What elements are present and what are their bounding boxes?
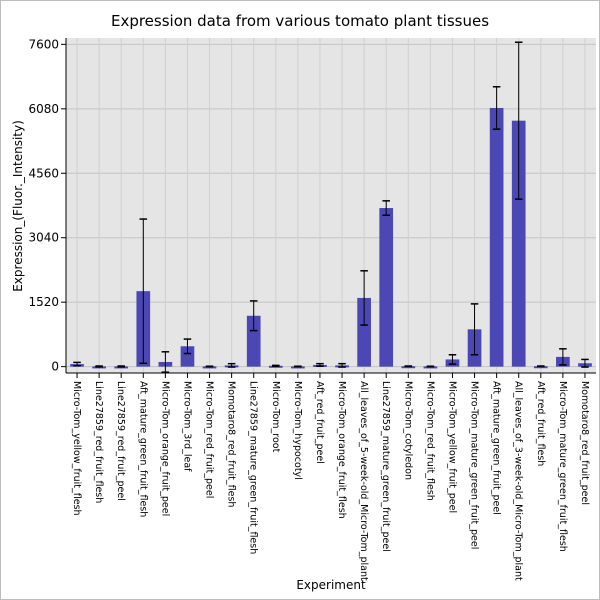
- x-tick-label: Micro-Tom_yellow_fruit_peel: [446, 381, 457, 513]
- bar: [291, 366, 305, 369]
- x-tick-label: Micro-Tom_orange_fruit_peel: [159, 381, 170, 516]
- y-tick-label: 3040: [28, 231, 59, 245]
- y-tick-label: 6080: [28, 102, 59, 116]
- chart-title: Expression data from various tomato plan…: [111, 12, 489, 30]
- x-tick-label: Micro-Tom_orange_fruit_flesh: [336, 381, 347, 519]
- x-tick-label: Micro-Tom_red_fruit_flesh: [424, 381, 435, 501]
- x-tick-label: Micro-Tom_root: [270, 381, 281, 453]
- error-bars: [73, 41, 589, 373]
- x-tick-label: Aft_mature_green_fruit_peel: [491, 381, 502, 515]
- bar: [357, 297, 371, 367]
- bar: [489, 107, 504, 367]
- grid-lines: [66, 38, 596, 373]
- x-tick-label: Micro-Tom_mature_green_fruit_flesh: [557, 381, 568, 552]
- x-tick-label: Aft_red_fruit_peel: [314, 381, 325, 464]
- x-tick-label: Aft_mature_green_fruit_flesh: [137, 381, 148, 517]
- x-tick-label: Micro-Tom_yellow_fruit_flesh: [71, 381, 82, 516]
- y-tick-label: 1520: [28, 295, 59, 309]
- bar: [379, 208, 394, 367]
- x-axis-label: Experiment: [296, 578, 366, 592]
- bar: [401, 366, 416, 369]
- x-tick-label: Micro-Tom_3rd_leaf: [181, 381, 192, 472]
- x-tick-label: Line27859_mature_green_fruit_flesh: [248, 381, 259, 554]
- bar: [202, 366, 217, 369]
- x-tick-label: Micro-Tom_hypocotyl: [292, 381, 303, 480]
- x-tick-label: All_leaves_of_3-week-old_Micro-Tom_plant: [513, 381, 524, 581]
- x-tick-label: Line27859_mature_green_fruit_peel: [380, 381, 391, 552]
- x-tick-label: Line27859_red_fruit_flesh: [93, 381, 104, 503]
- x-tick-label: Momotaro8_red_fruit_peel: [579, 381, 590, 505]
- x-tick-label: Micro-Tom_mature_green_fruit_peel: [469, 381, 480, 549]
- y-tick-label: 7600: [28, 37, 59, 51]
- bar: [533, 366, 548, 369]
- y-tick-label: 0: [51, 360, 59, 374]
- x-axis: Micro-Tom_yellow_fruit_flesh Line27859_re…: [66, 372, 596, 581]
- x-tick-label: Micro-Tom_red_fruit_peel: [204, 381, 215, 498]
- bar: [180, 346, 195, 367]
- plot-area: [66, 38, 596, 373]
- y-axis-label: Expression_(Fluor._Intensity): [11, 120, 25, 292]
- y-axis: 0 1520 3040 4560 6080 7600: [28, 37, 67, 374]
- bar: [246, 315, 261, 367]
- x-tick-label: Micro-Tom_cotyledon: [402, 381, 413, 480]
- x-tick-label: Aft_red_fruit_flesh: [535, 381, 546, 466]
- bar: [423, 366, 438, 369]
- y-tick-label: 4560: [28, 166, 59, 180]
- x-tick-label: Line27859_red_fruit_peel: [115, 381, 126, 501]
- bar: [511, 120, 526, 367]
- x-tick-label: All_leaves_of_5-week-old_Micro-Tom_plant: [358, 381, 369, 581]
- x-tick-label: Momotaro8_red_fruit_flesh: [226, 381, 237, 507]
